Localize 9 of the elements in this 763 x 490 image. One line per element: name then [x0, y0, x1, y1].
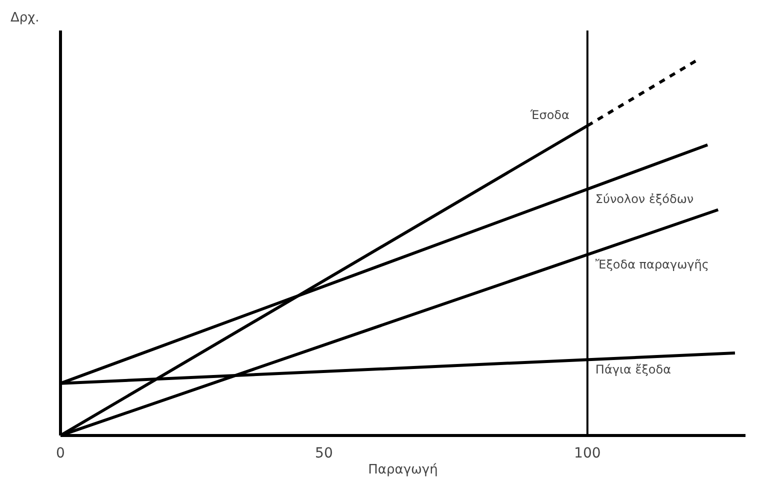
- x-tick-label: 50: [315, 446, 333, 462]
- series-label: Ἔξοδα παραγωγῆς: [595, 258, 709, 272]
- series-label: Σύνολον ἐξόδων: [595, 192, 694, 206]
- x-axis-title: Παραγωγή: [368, 462, 438, 478]
- y-axis-title: Δρχ.: [10, 10, 40, 26]
- x-tick-label: 100: [574, 446, 601, 462]
- series-label: Έσοδα: [529, 108, 570, 122]
- x-tick-label: 0: [56, 446, 65, 462]
- series-label: Πάγια ἔξοδα: [595, 362, 672, 377]
